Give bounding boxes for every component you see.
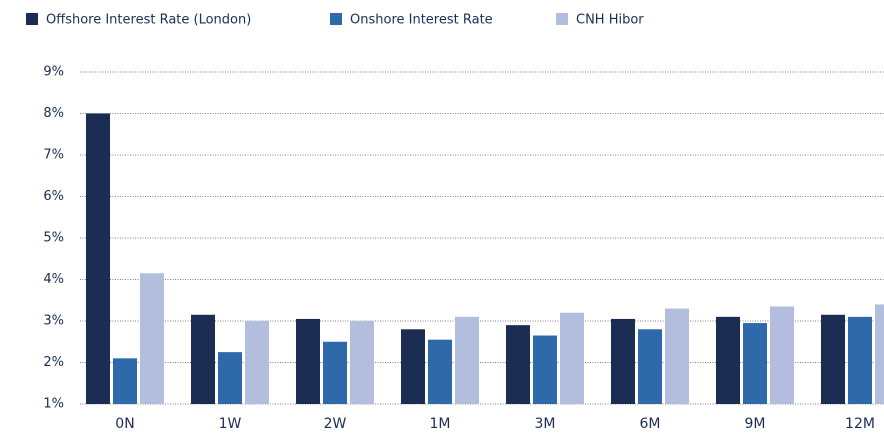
bar — [113, 358, 137, 404]
bar — [455, 316, 479, 404]
x-tick-label: 3M — [535, 416, 556, 432]
bar — [638, 329, 662, 404]
legend-swatch — [330, 13, 342, 25]
bar — [191, 314, 215, 404]
x-tick-label: 12M — [845, 416, 875, 432]
x-tick-label: 1M — [430, 416, 451, 432]
x-tick-label: 2W — [324, 416, 347, 432]
y-tick-label: 6% — [43, 189, 64, 204]
y-tick-label: 8% — [43, 106, 64, 121]
bar — [401, 329, 425, 404]
bar — [296, 318, 320, 404]
x-tick-label: 9M — [745, 416, 766, 432]
y-tick-label: 3% — [43, 314, 64, 329]
bar — [245, 321, 269, 404]
bar — [428, 339, 452, 404]
legend-swatch — [556, 13, 568, 25]
y-tick-label: 4% — [43, 272, 64, 287]
bar — [560, 312, 584, 404]
x-tick-label: 0N — [115, 416, 134, 432]
y-tick-label: 2% — [43, 355, 64, 370]
legend-label: Onshore Interest Rate — [350, 13, 493, 28]
bar — [743, 323, 767, 404]
bar — [350, 321, 374, 404]
bar — [323, 341, 347, 404]
y-tick-label: 1% — [43, 397, 64, 412]
y-tick-label: 9% — [43, 65, 64, 80]
legend-label: CNH Hibor — [576, 13, 644, 28]
bar — [611, 318, 635, 404]
y-tick-label: 5% — [43, 231, 64, 246]
bar — [665, 308, 689, 404]
bar — [86, 113, 110, 404]
legend-label: Offshore Interest Rate (London) — [46, 13, 251, 28]
bar — [770, 306, 794, 404]
bar — [533, 335, 557, 404]
bar — [821, 314, 845, 404]
bar — [506, 325, 530, 404]
bar — [875, 304, 884, 404]
bar — [716, 316, 740, 404]
x-tick-label: 1W — [219, 416, 242, 432]
bar — [140, 273, 164, 404]
x-tick-label: 6M — [640, 416, 661, 432]
bar — [848, 316, 872, 404]
legend-swatch — [26, 13, 38, 25]
bar — [218, 352, 242, 404]
y-tick-label: 7% — [43, 148, 64, 163]
